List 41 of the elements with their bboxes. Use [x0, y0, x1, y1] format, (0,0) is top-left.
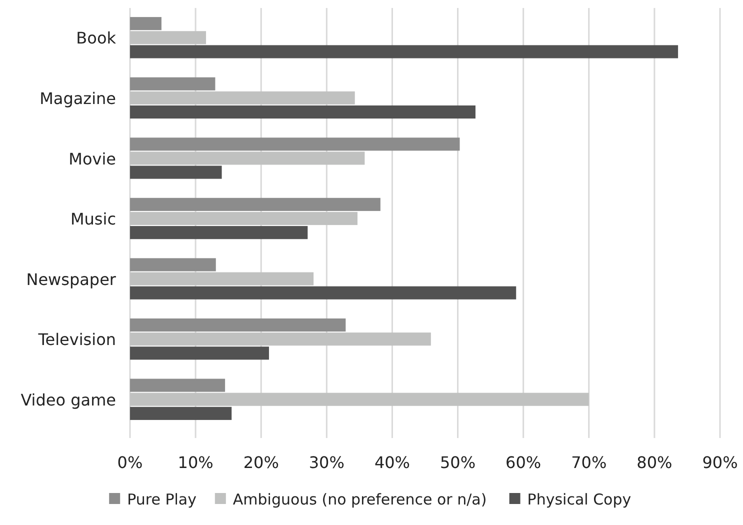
y-tick-label: Video game: [20, 390, 116, 410]
bar: [130, 91, 355, 104]
y-tick-label: Movie: [68, 149, 116, 168]
y-tick-label: Music: [70, 210, 116, 229]
legend-label: Physical Copy: [527, 490, 632, 508]
bar: [130, 272, 314, 286]
y-tick-label: Magazine: [40, 89, 116, 108]
x-tick-label: 50%: [440, 453, 476, 472]
bar: [130, 212, 358, 226]
bar: [130, 45, 678, 58]
bar: [130, 77, 216, 90]
x-tick-label: 80%: [636, 453, 672, 472]
x-tick-label: 90%: [702, 453, 738, 472]
bar: [130, 258, 216, 272]
bar: [130, 378, 226, 392]
legend-label: Pure Play: [127, 490, 197, 508]
y-tick-label: Television: [37, 330, 116, 350]
bar: [130, 31, 206, 44]
x-tick-label: 30%: [308, 453, 344, 472]
bar: [130, 152, 365, 165]
bar: [130, 138, 460, 151]
bar: [130, 286, 516, 300]
bar: [130, 226, 308, 240]
bar: [130, 17, 162, 30]
y-tick-label: Newspaper: [26, 270, 116, 289]
x-tick-label: 60%: [506, 453, 542, 472]
x-tick-label: 10%: [178, 453, 214, 472]
bar: [130, 346, 269, 360]
bar: [130, 198, 380, 211]
bar: [130, 105, 476, 119]
x-tick-label: 40%: [374, 453, 410, 472]
bar: [130, 318, 346, 332]
bar: [130, 406, 232, 420]
bar: [130, 332, 431, 346]
x-tick-label: 20%: [243, 453, 279, 472]
legend-label: Ambiguous (no preference or n/a): [232, 490, 487, 508]
bar: [130, 166, 222, 179]
bar: [130, 392, 589, 406]
y-tick-label: Book: [76, 28, 117, 48]
x-tick-label: 70%: [571, 453, 607, 472]
x-tick-label: 0%: [117, 453, 143, 472]
